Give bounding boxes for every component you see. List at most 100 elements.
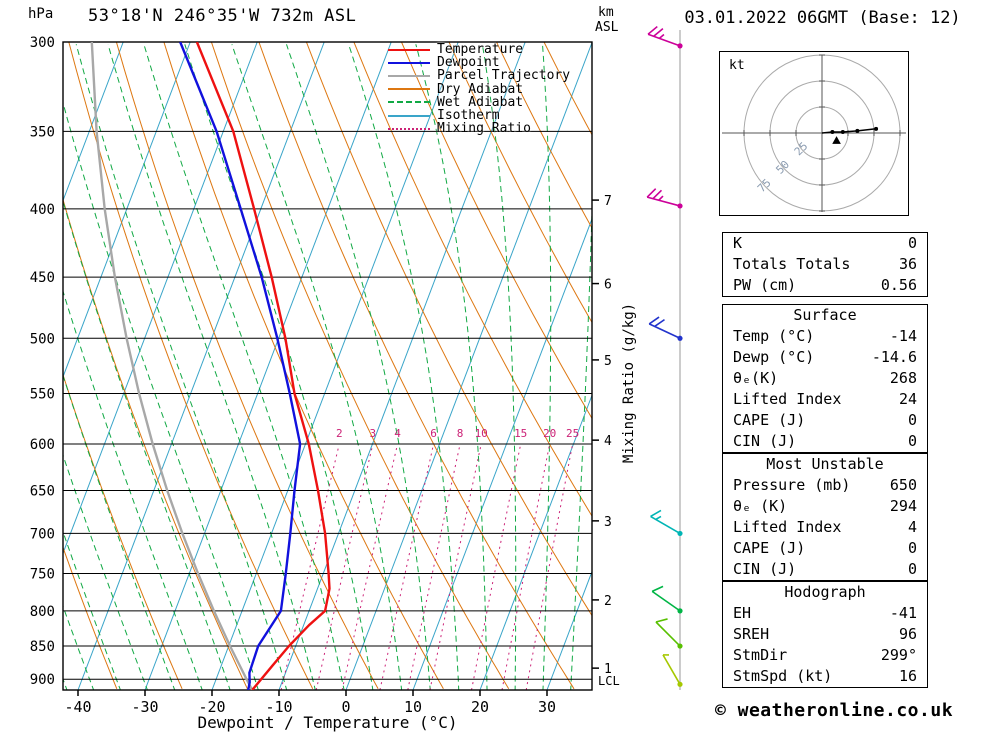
stat-value: 650 (889, 476, 917, 494)
mixing-ratio-tick-label: 15 (514, 427, 527, 440)
stat-label: Pressure (mb) (733, 476, 851, 494)
legend-item: Wet Adiabat (388, 95, 570, 110)
stat-label: SREH (733, 625, 770, 643)
copyright-link[interactable]: © weatheronline.co.uk (714, 700, 954, 721)
mixing-ratio-tick-label: 3 (369, 427, 376, 440)
stat-row: θₑ(K) 268 (723, 368, 927, 389)
mixing-ratio-lines (280, 445, 573, 690)
stat-row: Pressure (mb) 650 (723, 475, 927, 496)
mixing-ratio-tick-label: 25 (566, 427, 579, 440)
stat-label: Lifted Index (733, 518, 842, 536)
temp-tick-label: -20 (198, 698, 225, 716)
stat-value: 0 (907, 432, 917, 450)
pressure-tick-label: 900 (30, 672, 55, 688)
mixing-ratio-tick-label: 10 (475, 427, 488, 440)
stat-value: -14 (889, 327, 917, 345)
hodograph-unit-label: kt (729, 58, 745, 73)
stat-row: CIN (J) 0 (723, 559, 927, 580)
stat-label: Temp (°C) (733, 327, 815, 345)
stat-row: StmSpd (kt) 16 (723, 666, 927, 687)
mixing-ratio-tick-label: 4 (394, 427, 401, 440)
legend-label: Dewpoint (437, 55, 500, 71)
stat-row: CAPE (J) 0 (723, 538, 927, 559)
stat-label: StmDir (733, 646, 788, 664)
stat-label: Dewp (°C) (733, 348, 815, 366)
legend-swatch-dotted (388, 127, 430, 130)
km-axis-unit: km (598, 5, 614, 20)
stat-value: 299° (880, 646, 917, 664)
stat-row: SREH 96 (723, 624, 927, 645)
table-header: Most Unstable (766, 455, 884, 473)
pressure-tick-label: 450 (30, 270, 55, 286)
stat-label: Lifted Index (733, 390, 842, 408)
chart-legend: Temperature Dewpoint Parcel Trajectory Dry … (388, 42, 570, 137)
legend-swatch-solid (388, 48, 430, 51)
legend-swatch-solid (388, 114, 430, 117)
stat-label: θₑ(K) (733, 369, 779, 387)
isotherm-lines (63, 42, 592, 690)
stat-row: Dewp (°C) -14.6 (723, 347, 927, 368)
stat-row: Lifted Index 4 (723, 517, 927, 538)
pressure-tick-label: 800 (30, 604, 55, 620)
pressure-tick-label: 550 (30, 387, 55, 403)
pressure-tick-label: 700 (30, 526, 55, 542)
mixing-ratio-tick-label: 20 (543, 427, 556, 440)
stat-row: PW (cm) 0.56 (723, 275, 927, 296)
pressure-axis-unit: hPa (28, 6, 53, 22)
stat-label: K (733, 234, 743, 252)
stat-label: EH (733, 604, 752, 622)
stat-label: StmSpd (kt) (733, 667, 833, 685)
legend-label: Dry Adiabat (437, 81, 524, 97)
pressure-tick-label: 600 (30, 437, 55, 453)
pressure-tick-label: 750 (30, 566, 55, 582)
skewt-diagram: 2 3 4 6 8 10 15 20 25300350400450500550600650700… (28, 5, 683, 732)
surface-table: Surface Temp (°C) -14 Dewp (°C) -14.6 θₑ(K) 26… (722, 304, 928, 453)
pressure-tick-label: 400 (30, 202, 55, 218)
stat-row: Lifted Index 24 (723, 389, 927, 410)
stat-row: CIN (J) 0 (723, 431, 927, 452)
km-tick-label: 3 (604, 515, 612, 530)
wet-adiabat-lines (63, 44, 592, 690)
temperature-curve (195, 42, 331, 690)
km-tick-label: 1 (604, 662, 612, 677)
stat-value: 0 (907, 234, 917, 252)
pressure-tick-label: 350 (30, 124, 55, 140)
mixing-ratio-tick-label: 6 (430, 427, 437, 440)
wind-barb-column (646, 25, 683, 690)
mixing-ratio-labels: 2 3 4 6 8 10 15 20 25 (336, 427, 579, 440)
stat-value: 96 (898, 625, 917, 643)
legend-label: Temperature (437, 42, 524, 58)
stat-label: CAPE (J) (733, 539, 806, 557)
km-tick-label: 4 (604, 434, 612, 449)
station-title: 53°18'N 246°35'W 732m ASL (88, 6, 357, 26)
stat-label: θₑ (K) (733, 497, 788, 515)
stat-value: 16 (898, 667, 917, 685)
legend-swatch-solid (388, 88, 430, 91)
mixing-ratio-tick-label: 2 (336, 427, 343, 440)
pressure-tick-label: 300 (30, 35, 55, 51)
lcl-label: LCL (598, 674, 620, 688)
km-tick-label: 6 (604, 278, 612, 293)
temp-tick-label: 30 (538, 698, 556, 716)
table-header: Surface (793, 306, 857, 324)
stat-row: StmDir 299° (723, 645, 927, 666)
stat-row: EH -41 (723, 603, 927, 624)
stat-value: 0.56 (880, 276, 917, 294)
stat-value: 0 (907, 411, 917, 429)
stat-value: 0 (907, 560, 917, 578)
km-tick-label: 2 (604, 594, 612, 609)
parcel-curve (90, 42, 254, 690)
table-header: Hodograph (784, 583, 866, 601)
km-tick-label: 7 (604, 194, 612, 209)
km-axis-unit-2: ASL (595, 20, 619, 35)
legend-label: Mixing Ratio (437, 121, 531, 137)
stat-row: CAPE (J) 0 (723, 410, 927, 431)
hodograph-panel: 25 50 75 kt (719, 51, 909, 216)
legend-item: Temperature (388, 42, 570, 58)
mixing-ratio-axis-title: Mixing Ratio (g/kg) (621, 303, 637, 463)
pressure-tick-label: 650 (30, 483, 55, 499)
temp-tick-label: 20 (471, 698, 489, 716)
legend-item: Dewpoint (388, 55, 570, 71)
